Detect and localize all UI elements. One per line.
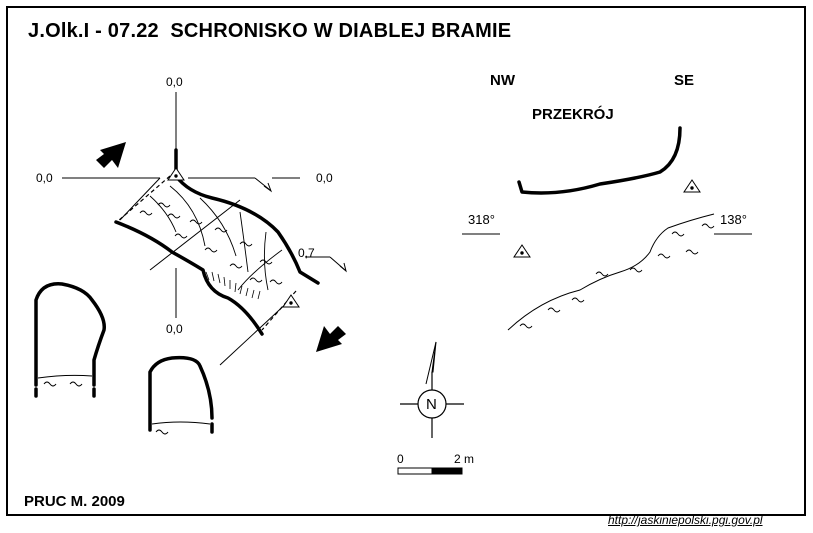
plan-height-bottom: 0,0 xyxy=(166,322,183,336)
boulder-bottom xyxy=(148,355,214,434)
section-floor xyxy=(507,213,715,331)
north-arrow xyxy=(400,341,464,438)
plan-datum-markers xyxy=(167,167,300,308)
boulders xyxy=(34,282,214,435)
section-se-label: SE xyxy=(674,72,695,89)
entrance-arrows xyxy=(96,142,346,352)
source-url[interactable]: http://jaskiniepolski.pgi.gov.pl xyxy=(608,513,763,527)
plan-contours xyxy=(149,185,283,291)
section-nw-label: NW xyxy=(490,72,515,89)
scale-bar xyxy=(397,467,463,475)
plan-height-top: 0,0 xyxy=(166,75,183,89)
scale-end-label: 2 m xyxy=(454,452,475,466)
plan-height-side: 0,7 xyxy=(298,246,315,260)
boulder-left xyxy=(34,282,106,398)
section-datum-markers xyxy=(513,179,701,258)
author-credit: PRUC M. 2009 xyxy=(24,493,125,510)
plan-sediment-marks xyxy=(139,202,283,285)
cross-section xyxy=(462,126,752,331)
north-label: N xyxy=(426,396,437,413)
azimuth-left-label: 318° xyxy=(468,212,495,227)
azimuth-right-label: 138° xyxy=(720,212,747,227)
plan-dashed-edges xyxy=(117,175,297,331)
section-title: PRZEKRÓJ xyxy=(532,106,614,123)
scale-start-label: 0 xyxy=(397,452,404,466)
map-title: J.Olk.I - 07.22 SCHRONISKO W DIABLEJ BRA… xyxy=(28,20,512,42)
plan-view xyxy=(62,92,347,366)
map-frame xyxy=(6,6,806,516)
plan-hatching xyxy=(205,271,261,300)
section-ceiling xyxy=(517,126,682,195)
section-sediment-marks xyxy=(519,223,715,329)
plan-walls xyxy=(114,148,320,336)
plan-height-right: 0,0 xyxy=(316,171,333,185)
plan-height-left: 0,0 xyxy=(36,171,53,185)
plan-arrowheads xyxy=(263,182,347,273)
